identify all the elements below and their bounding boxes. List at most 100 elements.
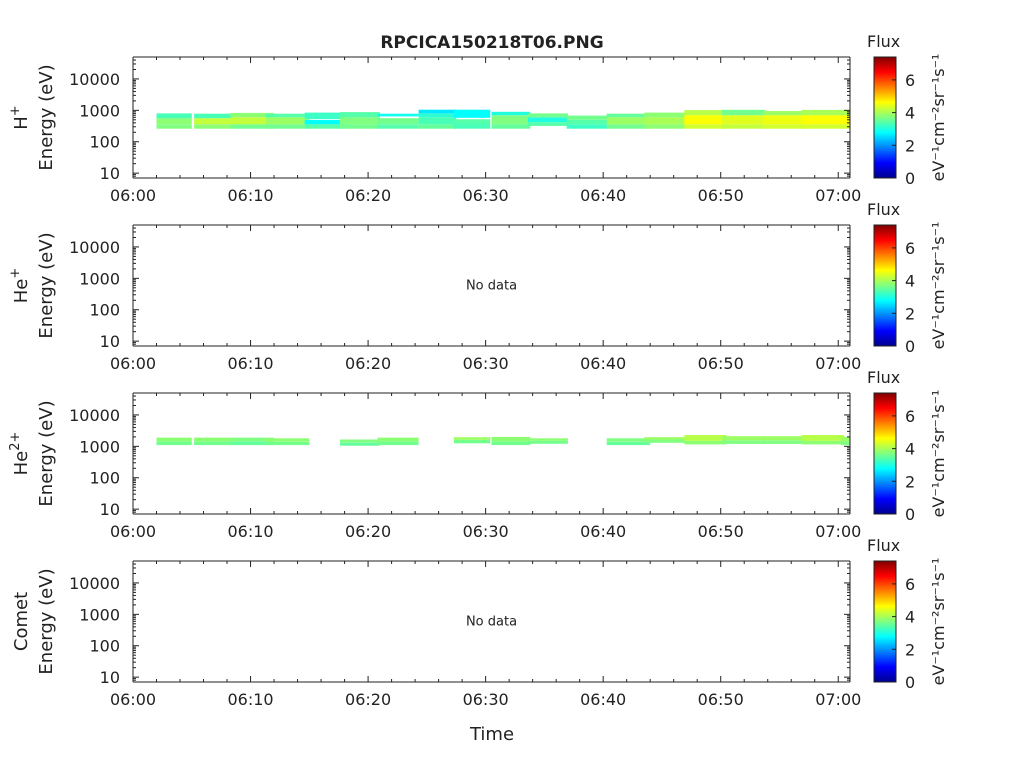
colorbar-tick-label: 2: [905, 304, 915, 323]
heatmap-cell: [684, 115, 727, 125]
heatmap-cell: [265, 438, 310, 442]
heatmap-cell: [801, 115, 845, 125]
heatmap-cell: [721, 109, 766, 116]
x-tick-label: 06:10: [227, 522, 273, 541]
heatmap-cell: [377, 113, 419, 117]
heatmap-cell: [230, 437, 275, 442]
heatmap-cell: [194, 437, 233, 442]
x-tick-label: 07:00: [815, 522, 861, 541]
x-tick-label: 06:40: [580, 186, 626, 205]
y-tick-label: 1000: [79, 605, 120, 624]
heatmap-cell: [606, 441, 651, 446]
heatmap-cell: [491, 111, 531, 116]
colorbar: Flux 0 2 4 6 eV⁻¹cm⁻²sr⁻¹s⁻¹: [867, 368, 948, 524]
colorbar-title: Flux: [867, 368, 900, 387]
x-tick-label: 06:00: [110, 186, 156, 205]
heatmap-cell: [339, 442, 380, 446]
colorbar-gradient: [873, 392, 897, 515]
colorbar-tick-label: 2: [905, 640, 915, 659]
heatmap-cell: [527, 438, 568, 441]
heatmap-cell: [377, 437, 419, 442]
colorbar-tick-label: 6: [905, 71, 915, 90]
heatmap-cell: [721, 436, 766, 441]
heatmap-cell: [840, 109, 850, 116]
heatmap-cell: [453, 109, 491, 118]
colorbar-tick-label: 0: [905, 673, 915, 692]
x-tick-label: 06:10: [227, 690, 273, 709]
heatmap-cell: [491, 441, 531, 446]
y-axis-label: Energy (eV): [36, 232, 57, 338]
heatmap-cell: [156, 118, 192, 125]
heatmap-cell: [339, 112, 380, 118]
heatmap-cell: [491, 124, 531, 129]
heatmap-cell: [840, 441, 850, 446]
heatmap-cell: [304, 119, 345, 125]
colorbar-title: Flux: [867, 536, 900, 555]
x-tick-label: 06:20: [345, 690, 391, 709]
heatmap-cell: [491, 115, 531, 125]
heatmap-cell: [265, 441, 310, 446]
x-tick-label: 06:00: [110, 690, 156, 709]
colorbar-tick-label: 4: [905, 608, 915, 627]
heatmap-cell: [527, 122, 568, 126]
heatmap-cell: [840, 436, 850, 442]
heatmap-cell: [194, 124, 233, 129]
heatmap-cell: [265, 113, 310, 118]
colorbar-units-label: eV⁻¹cm⁻²sr⁻¹s⁻¹: [929, 390, 948, 518]
y-tick-label: 10000: [69, 406, 120, 425]
heatmap-cell: [418, 117, 457, 125]
no-data-label: No data: [466, 279, 517, 294]
heatmap-cell: [453, 437, 491, 440]
heatmap-cell: [684, 124, 727, 129]
colorbar-gradient: [873, 224, 897, 347]
heatmap-cell: [265, 117, 310, 125]
x-tick-label: 06:10: [227, 354, 273, 373]
heatmap-cell: [230, 112, 275, 118]
heatmap-cell: [721, 440, 766, 444]
y-axis-label: Energy (eV): [36, 400, 57, 506]
x-tick-label: 06:50: [698, 690, 744, 709]
heatmap-cell: [644, 112, 686, 118]
colorbar-units-label: eV⁻¹cm⁻²sr⁻¹s⁻¹: [929, 54, 948, 182]
y-axis-label: Energy (eV): [36, 568, 57, 674]
colorbar: Flux 0 2 4 6 eV⁻¹cm⁻²sr⁻¹s⁻¹: [867, 32, 948, 188]
heatmap-cell: [644, 439, 686, 443]
colorbar-gradient: [873, 56, 897, 179]
colorbar-tick-label: 2: [905, 136, 915, 155]
heatmap-cell: [377, 118, 419, 125]
x-tick-label: 06:30: [463, 690, 509, 709]
heatmap-cell: [453, 123, 491, 129]
y-tick-label: 10: [100, 500, 120, 519]
x-tick-label: 06:10: [227, 186, 273, 205]
heatmap-cell: [801, 440, 845, 445]
y-tick-label: 1000: [79, 269, 120, 288]
heatmap-cell: [265, 124, 310, 129]
heatmap-cell: [377, 441, 419, 446]
panel-1: 06:00 06:10 06:20 06:30 06:40 06:50 07:00 10 100…: [8, 32, 948, 205]
x-tick-label: 06:50: [698, 354, 744, 373]
heatmap-cell: [801, 435, 845, 441]
x-tick-label: 06:20: [345, 522, 391, 541]
colorbar-units-label: eV⁻¹cm⁻²sr⁻¹s⁻¹: [929, 222, 948, 350]
heatmap-cell: [763, 111, 807, 116]
heatmap-cell: [339, 117, 380, 125]
heatmap-cell: [527, 113, 568, 118]
heatmap-cell: [566, 124, 609, 129]
heatmap-cell: [453, 439, 491, 444]
colorbar: Flux 0 2 4 6 eV⁻¹cm⁻²sr⁻¹s⁻¹: [867, 200, 948, 356]
x-tick-label: 07:00: [815, 354, 861, 373]
heatmap-cell: [230, 117, 275, 125]
heatmap-cell: [230, 124, 275, 129]
heatmap-cell: [339, 124, 380, 129]
colorbar-tick-label: 2: [905, 472, 915, 491]
panel-2: No data 06:00 06:10 06:20 06:30 06:40 06:50 07:…: [8, 200, 948, 373]
panel-3: 06:00 06:10 06:20 06:30 06:40 06:50 07:00 10 100…: [8, 368, 948, 541]
heatmap-cell: [491, 436, 531, 442]
heatmap-cell: [156, 113, 192, 119]
colorbar-tick-label: 6: [905, 575, 915, 594]
heatmap-cell: [644, 117, 686, 125]
heatmap-cell: [606, 117, 651, 125]
x-tick-label: 06:20: [345, 186, 391, 205]
